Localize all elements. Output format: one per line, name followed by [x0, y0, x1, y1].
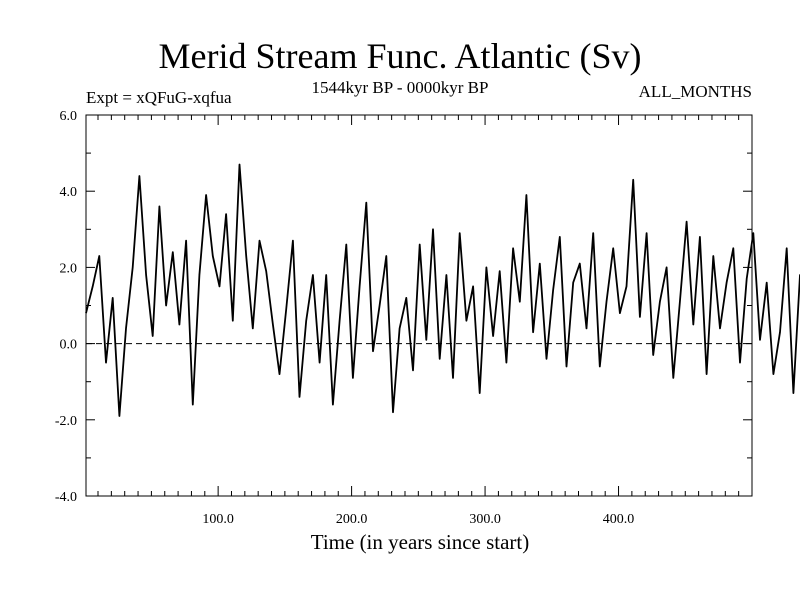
y-tick-label: 4.0 — [60, 185, 78, 200]
chart-subtitle: 1544kyr BP - 0000kyr BP — [311, 78, 489, 97]
season-label: ALL_MONTHS — [638, 82, 752, 101]
y-tick-label: 0.0 — [60, 338, 78, 353]
series-line — [85, 163, 800, 417]
y-tick-label: 6.0 — [60, 109, 78, 124]
chart-title: Merid Stream Func. Atlantic (Sv) — [158, 36, 642, 76]
x-axis-label: Time (in years since start) — [310, 530, 530, 554]
y-tick-label: 2.0 — [60, 261, 78, 276]
y-tick-label: -4.0 — [55, 490, 77, 505]
x-tick-label: 300.0 — [469, 512, 501, 527]
x-tick-label: 200.0 — [336, 512, 368, 527]
y-tick-label: -2.0 — [55, 414, 77, 429]
x-tick-label: 400.0 — [603, 512, 635, 527]
experiment-label: Expt = xQFuG-xqfua — [86, 88, 232, 107]
plot-frame — [85, 114, 753, 497]
x-tick-label: 100.0 — [202, 512, 234, 527]
